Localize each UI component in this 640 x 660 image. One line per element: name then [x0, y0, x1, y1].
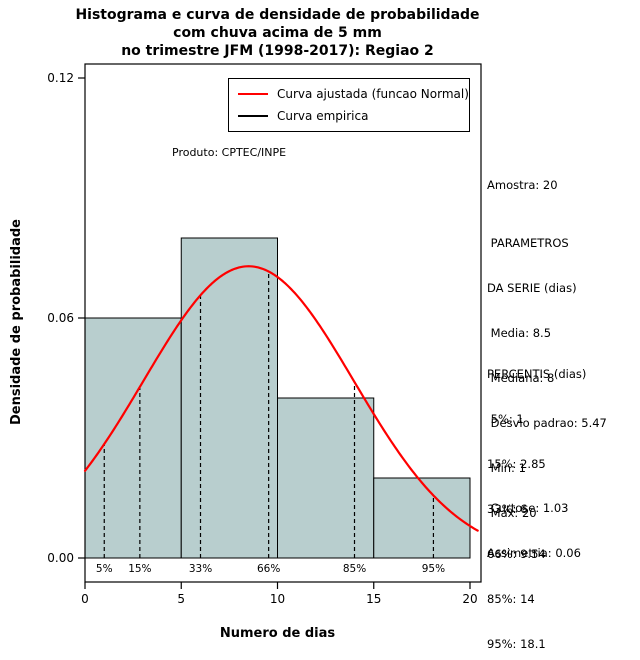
- y-axis-label: Densidade de probabilidade: [9, 218, 24, 426]
- percentil-33: 33%: 6: [487, 502, 528, 516]
- parametros-header: PARAMETROS: [487, 236, 569, 250]
- histogram-bars: [84, 237, 471, 559]
- histogram-bar: [277, 397, 375, 559]
- series-parameters-block: PARAMETROS DA SERIE (dias) Media: 8.5 Me…: [487, 206, 607, 551]
- y-tick-label: 0.00: [47, 551, 74, 565]
- media-value: Media: 8.5: [487, 326, 552, 340]
- plot-frame: [84, 63, 482, 583]
- mediana-value: Mediana: 8: [487, 371, 555, 385]
- percentile-label: 33%: [189, 563, 212, 575]
- percentiles-block: PERCENTIS (dias) 5%: 1 15%: 2.85 33%: 6 …: [487, 337, 586, 660]
- x-tick-label: 0: [81, 592, 89, 606]
- chart-title-line2: com chuva acima de 5 mm: [173, 25, 382, 41]
- legend: Curva ajustada (funcao Normal) Curva emp…: [228, 78, 470, 132]
- shape-statistics-block: Curtose: 1.03 Assimetria: 0.06: [487, 471, 581, 591]
- chart-title: Histograma e curva de densidade de proba…: [0, 6, 555, 60]
- percentile-label: 15%: [128, 563, 151, 575]
- normal-curve: [83, 265, 479, 532]
- percentile-label: 95%: [422, 563, 445, 575]
- y-axis-ticks: 0.00 0.06 0.12: [47, 71, 85, 565]
- percentil-85: 85%: 14: [487, 592, 535, 606]
- histogram-bar: [84, 317, 182, 559]
- x-axis-ticks: 0 5 10 15 20: [81, 582, 478, 606]
- percentile-label: 66%: [257, 563, 280, 575]
- fitted-curve-line-sample: [238, 93, 268, 95]
- percentil-5: 5%: 1: [487, 412, 524, 426]
- histogram-bar: [180, 237, 278, 559]
- sample-size-text: Amostra: 20: [487, 178, 558, 192]
- desvio-padrao-value: Desvio padrao: 5.47: [487, 416, 607, 430]
- x-tick-label: 15: [366, 592, 381, 606]
- percentil-66: 66%: 9.54: [487, 547, 546, 561]
- legend-entry-empirical: Curva empirica: [238, 109, 469, 123]
- x-tick-label: 20: [462, 592, 477, 606]
- stats-panel: Amostra: 20 PARAMETROS DA SERIE (dias) M…: [487, 0, 639, 651]
- percentile-label: 5%: [96, 563, 113, 575]
- curtose-value: Curtose: 1.03: [487, 501, 569, 515]
- percentil-95: 95%: 18.1: [487, 637, 546, 651]
- chart-title-line3: no trimestre JFM (1998-2017): Regiao 2: [121, 43, 434, 59]
- min-value: Min: 1: [487, 461, 526, 475]
- x-tick-label: 10: [270, 592, 285, 606]
- max-value: Max: 20: [487, 506, 537, 520]
- x-axis-label: Numero de dias: [219, 626, 336, 641]
- product-annotation: Produto: CPTEC/INPE: [172, 146, 287, 159]
- y-tick-label: 0.12: [47, 71, 74, 85]
- empirical-curve-line-sample: [238, 115, 268, 117]
- legend-entry-fitted: Curva ajustada (funcao Normal): [238, 87, 469, 101]
- percentis-header: PERCENTIS (dias): [487, 367, 587, 381]
- parametros-header2: DA SERIE (dias): [487, 281, 577, 295]
- percentil-15: 15%: 2.85: [487, 457, 546, 471]
- legend-label-fitted: Curva ajustada (funcao Normal): [277, 87, 469, 101]
- legend-label-empirical: Curva empirica: [277, 109, 369, 123]
- histogram-bar: [373, 477, 471, 559]
- chart-title-line1: Histograma e curva de densidade de proba…: [75, 7, 480, 23]
- percentile-label: 85%: [343, 563, 366, 575]
- assimetria-value: Assimetria: 0.06: [487, 546, 581, 560]
- percentile-markers: 5% 15% 33% 66% 85% 95%: [96, 271, 445, 575]
- y-tick-label: 0.06: [47, 311, 74, 325]
- x-tick-label: 5: [177, 592, 185, 606]
